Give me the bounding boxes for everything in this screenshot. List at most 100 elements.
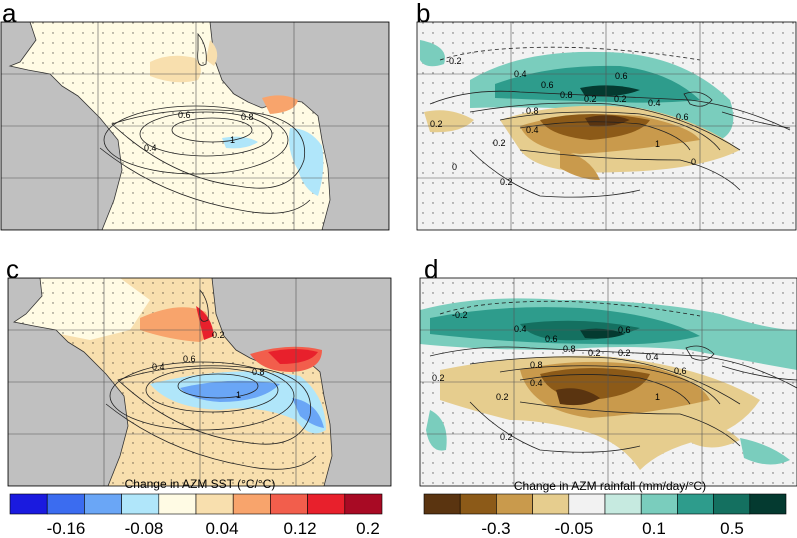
contour-label: 0.2: [584, 94, 597, 104]
colorbar-swatch: [532, 493, 570, 515]
rain-negative-region: [585, 115, 630, 127]
panel-frame: [7, 277, 392, 487]
rain-negative-region: [560, 150, 600, 180]
colorbar-swatches: [423, 493, 787, 515]
panel-label-d: d: [424, 254, 438, 284]
contour-label: 0.2: [618, 348, 631, 358]
colorbar-swatch: [459, 493, 497, 515]
contours: [429, 300, 797, 453]
contour-label: 0.4: [530, 378, 543, 388]
colorbar-swatch: [232, 493, 271, 515]
panel-label-c: c: [6, 254, 19, 284]
contour-label: 0.8: [530, 360, 543, 370]
contour-label: 0.6: [183, 354, 196, 364]
sst-positive-region: [150, 55, 201, 83]
contour-label: 0.8: [526, 106, 539, 116]
contour-label: 0.6: [618, 325, 631, 335]
colorbar-rain: Change in AZM rainfall (mm/day/°C) -0.3 …: [423, 479, 787, 538]
panel-d: -0.2 0.4 0.6 0.8 0.2 0.2 0.6 0.4 0.8 0.6…: [419, 277, 797, 487]
sst-negative-region: [180, 380, 280, 402]
colorbar-title: Change in AZM rainfall (mm/day/°C): [514, 479, 706, 493]
contour-label: 1: [230, 135, 235, 145]
contour-label: 0.4: [526, 125, 539, 135]
map-grid: [417, 22, 796, 230]
contour-label: 0.4: [514, 324, 527, 334]
rain-negative-region: [424, 110, 474, 133]
sst-positive-region: [268, 349, 318, 364]
contours: [429, 46, 791, 198]
contour-label: 0.2: [500, 432, 513, 442]
contour-label: 0.2: [588, 348, 601, 358]
colorbar-swatch: [677, 493, 714, 515]
contour-label: 1: [236, 390, 241, 400]
map-grid: [8, 278, 391, 486]
contour-label: 0.6: [674, 366, 687, 376]
colorbar-swatch: [496, 493, 533, 515]
panel-c: 0.2 0.4 0.6 0.8 1: [7, 277, 392, 487]
contour-label: 0.6: [545, 334, 558, 344]
panel-b: -0.2 0.4 0.6 0.8 0.2 0.2 0.6 0.4 0.8 0.6…: [416, 21, 797, 231]
contour-label: 0.8: [563, 344, 576, 354]
contour-label: 0: [452, 162, 457, 172]
rain-positive-region: [426, 410, 447, 451]
colorbar-sst: Change in AZM SST (°C/°C) -0.16 -0.08 0.…: [9, 477, 383, 538]
sst-positive-region: [196, 306, 214, 340]
colorbar-tick: 0.2: [356, 519, 380, 538]
colorbar-swatch: [749, 493, 787, 515]
contour-label: 0.8: [241, 112, 254, 122]
colorbar-tick: 0.5: [720, 519, 744, 538]
colorbar-tick: 0.1: [642, 519, 666, 538]
colorbar-swatch: [640, 493, 678, 515]
colorbar-swatch: [195, 493, 234, 515]
panel-label-a: a: [2, 0, 17, 28]
contour-label: 0.4: [144, 143, 157, 153]
rain-positive-region: [580, 328, 625, 339]
sst-positive-region: [206, 40, 218, 66]
contour-label: 0.2: [496, 392, 509, 402]
contour-label: -0.2: [446, 56, 462, 66]
contour-label: 0.2: [493, 138, 506, 148]
map-grid: [420, 278, 797, 486]
colorbar-tick: -0.16: [47, 519, 86, 538]
sst-positive-region: [262, 95, 298, 114]
rain-negative-region: [556, 388, 600, 406]
sst-positive-region: [140, 307, 209, 342]
contour-label: 0.4: [646, 352, 659, 362]
colorbar-tick: -0.08: [125, 519, 164, 538]
rain-positive-region: [420, 40, 445, 67]
contour-label: 0.6: [676, 112, 689, 122]
contour-label: 1: [655, 392, 660, 402]
sst-negative-region: [222, 136, 258, 149]
sst-negative-region: [289, 128, 324, 196]
contour-label: 0.2: [212, 330, 225, 340]
colorbar-swatch: [344, 493, 383, 515]
colorbar-swatch: [121, 493, 160, 515]
colorbar-tick: -0.3: [481, 519, 510, 538]
contour-label: 0.6: [541, 80, 554, 90]
contour-label: 1: [655, 139, 660, 149]
colorbar-swatch: [307, 493, 346, 515]
map-grid: [1, 22, 389, 230]
colorbar-swatch: [46, 493, 85, 515]
contour-label: 0: [691, 157, 696, 167]
colorbar-tick: -0.05: [555, 519, 594, 538]
colorbar-tick: 0.04: [205, 519, 238, 538]
colorbar-swatch: [270, 493, 308, 515]
panel-label-b: b: [416, 0, 430, 28]
sst-negative-region: [292, 398, 324, 428]
panel-frame: [419, 277, 797, 487]
contour-label: 0.2: [614, 94, 627, 104]
contour-label: 0.8: [252, 367, 265, 377]
colorbar-swatch: [568, 493, 606, 515]
contour-label: 0.4: [514, 69, 527, 79]
colorbar-title: Change in AZM SST (°C/°C): [125, 477, 276, 491]
contour-label: 0.2: [500, 177, 513, 187]
panel-frame: [0, 21, 390, 231]
contour-label: 0.4: [152, 362, 165, 372]
rain-positive-region: [740, 438, 790, 465]
contour-label: 0.2: [430, 119, 443, 129]
colorbar-swatch: [713, 493, 751, 515]
colorbar-swatch: [158, 493, 197, 515]
contour-label: 0.2: [432, 373, 445, 383]
